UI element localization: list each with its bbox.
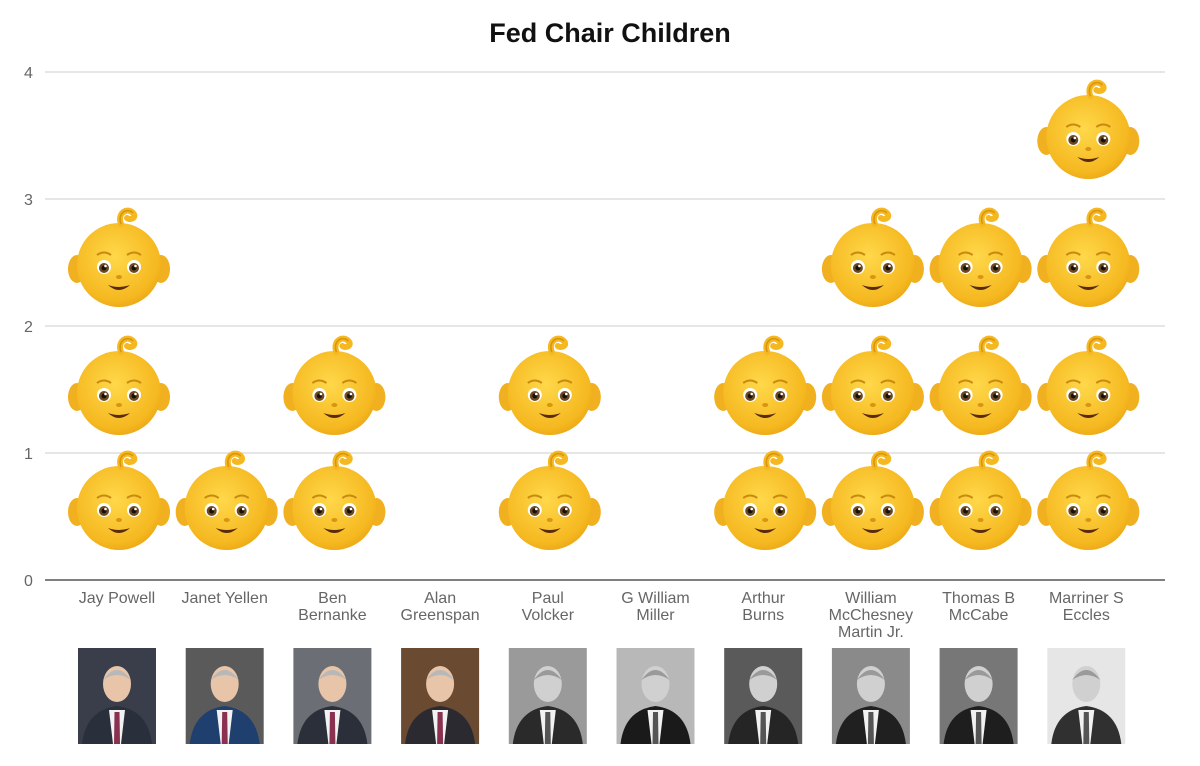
portrait-photo xyxy=(78,648,156,744)
x-tick-label: Thomas B xyxy=(942,590,1015,607)
baby-emoji-icon xyxy=(929,207,1032,307)
x-tick-label: McChesney xyxy=(829,607,913,624)
x-tick-label: Arthur xyxy=(741,590,785,607)
baby-emoji-icon xyxy=(929,450,1032,550)
baby-emoji-icon xyxy=(1037,79,1140,179)
portrait-photo xyxy=(616,648,695,744)
bar-1 xyxy=(175,450,278,550)
x-tick-label: Bernanke xyxy=(298,607,367,624)
baby-emoji-icon xyxy=(498,335,601,435)
bar-0 xyxy=(68,207,170,550)
x-tick-label: Burns xyxy=(742,607,784,624)
baby-emoji-icon xyxy=(714,335,817,435)
baby-emoji-icon xyxy=(929,335,1032,435)
baby-emoji-icon xyxy=(1037,450,1140,550)
y-tick-label: 2 xyxy=(24,319,33,336)
portrait-photo xyxy=(724,648,803,744)
y-tick-label: 0 xyxy=(24,573,33,590)
y-tick-label: 1 xyxy=(24,446,33,463)
portrait-photo xyxy=(293,648,372,744)
x-tick-label: Alan xyxy=(424,590,456,607)
x-tick-label: Jay Powell xyxy=(79,590,155,607)
baby-emoji-icon xyxy=(175,450,278,550)
y-tick-label: 3 xyxy=(24,192,33,209)
x-tick-label: Greenspan xyxy=(401,607,480,624)
baby-emoji-icon xyxy=(821,450,924,550)
baby-emoji-icon xyxy=(283,450,386,550)
portrait-photo xyxy=(185,648,264,744)
baby-emoji-icon xyxy=(821,207,924,307)
portrait-photo xyxy=(1047,648,1126,744)
x-tick-label: Janet Yellen xyxy=(182,590,268,607)
x-tick-label: Volcker xyxy=(522,607,575,624)
baby-emoji-icon xyxy=(1037,335,1140,435)
bar-2 xyxy=(283,335,386,550)
x-tick-label: William xyxy=(845,590,897,607)
baby-emoji-icon xyxy=(68,335,170,435)
baby-emoji-icon xyxy=(68,207,170,307)
y-tick-label: 4 xyxy=(24,65,33,82)
x-tick-label: Ben xyxy=(318,590,346,607)
baby-emoji-icon xyxy=(1037,207,1140,307)
bar-4 xyxy=(498,335,601,550)
baby-emoji-icon xyxy=(498,450,601,550)
portrait-photo xyxy=(831,648,910,744)
portrait-photo xyxy=(939,648,1018,744)
bar-8 xyxy=(929,207,1032,550)
x-tick-label: Martin Jr. xyxy=(838,624,904,641)
baby-emoji-icon xyxy=(821,335,924,435)
chart-title: Fed Chair Children xyxy=(489,18,731,48)
x-tick-label: Miller xyxy=(636,607,675,624)
baby-emoji-icon xyxy=(283,335,386,435)
x-tick-label: Paul xyxy=(532,590,564,607)
portrait-photo xyxy=(508,648,587,744)
x-tick-label: G William xyxy=(621,590,689,607)
portrait-photo xyxy=(401,648,480,744)
x-tick-label: Marriner S xyxy=(1049,590,1124,607)
baby-emoji-icon xyxy=(714,450,817,550)
x-tick-label: McCabe xyxy=(949,607,1009,624)
baby-emoji-icon xyxy=(68,450,170,550)
bar-7 xyxy=(821,207,924,550)
x-tick-label: Eccles xyxy=(1063,607,1110,624)
bar-6 xyxy=(714,335,817,550)
bar-9 xyxy=(1037,79,1140,550)
